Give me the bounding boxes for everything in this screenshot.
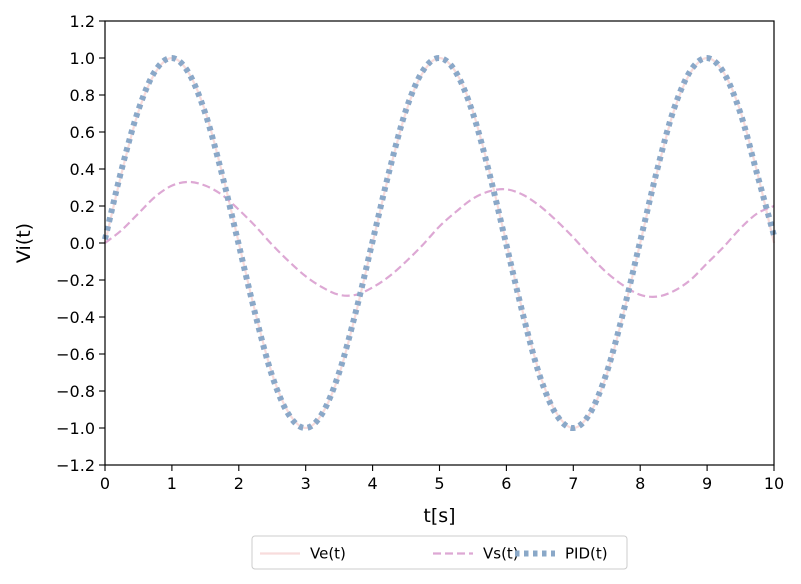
legend: Ve(t) Vs(t) PID(t) [251,535,628,570]
x-tick-label: 10 [764,474,784,493]
plot-frame [104,20,775,466]
x-tick-label: 8 [635,474,645,493]
legend-label: PID(t) [565,545,608,563]
y-tick-label: 0.0 [70,234,95,253]
y-tick-label: 0.8 [70,86,95,105]
x-tick-label: 6 [501,474,511,493]
x-tick-label: 7 [568,474,578,493]
x-axis: 0 1 2 3 4 5 6 7 8 9 10 [100,465,784,493]
x-tick-label: 9 [702,474,712,493]
y-tick-label: −1.2 [56,456,95,475]
x-tick-label: 1 [167,474,177,493]
x-tick-label: 0 [100,474,110,493]
y-tick-label: 0.4 [70,160,95,179]
legend-label: Ve(t) [310,545,346,563]
y-tick-label: −1.0 [56,419,95,438]
y-axis: 1.2 1.0 0.8 0.6 0.4 0.2 0.0 −0.2 −0.4 −0.6 −0.8 −1.… [56,12,105,475]
y-axis-label: Vi(t) [13,223,35,263]
series-layer [102,55,777,431]
y-tick-label: −0.8 [56,382,95,401]
y-tick-label: 0.2 [70,197,95,216]
y-tick-label: 1.0 [70,49,95,68]
y-tick-label: −0.6 [56,345,95,364]
y-tick-label: 1.2 [70,12,95,31]
x-axis-label: t[s] [423,505,455,527]
x-tick-label: 3 [301,474,311,493]
series-line-1 [104,180,775,298]
y-tick-label: −0.4 [56,308,95,327]
x-tick-label: 2 [234,474,244,493]
x-tick-label: 5 [434,474,444,493]
y-tick-label: −0.2 [56,271,95,290]
y-tick-label: 0.6 [70,123,95,142]
series-line-2 [102,55,777,431]
x-tick-label: 4 [368,474,378,493]
legend-label: Vs(t) [483,545,519,563]
